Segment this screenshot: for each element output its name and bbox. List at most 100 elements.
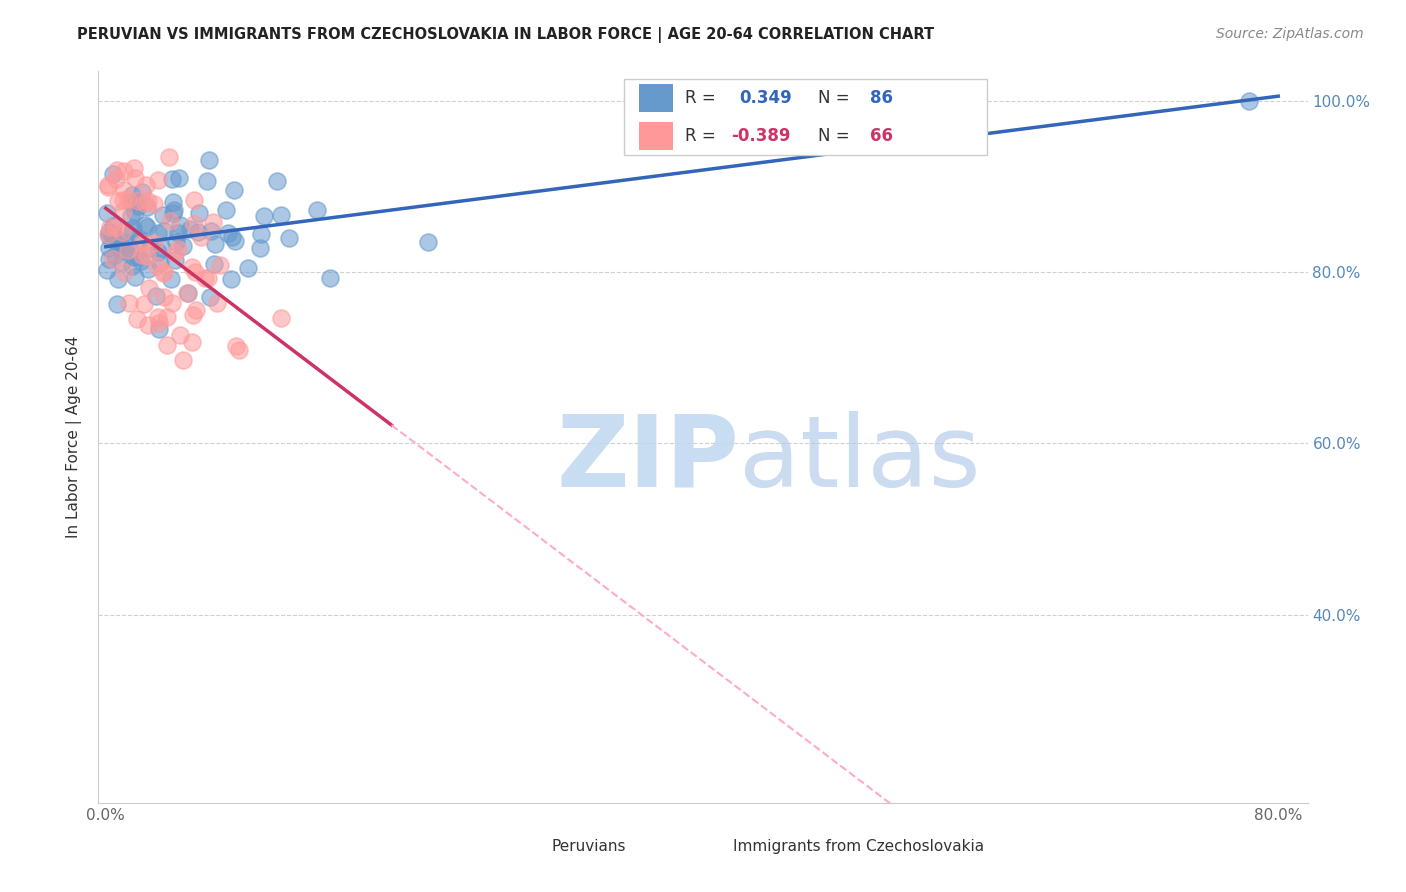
Point [101, 167, 124, 181]
Point [101, 252, 124, 266]
Point [104, 171, 127, 186]
Point [266, 174, 288, 188]
Point [222, 183, 245, 197]
Point [127, 194, 149, 208]
Point [197, 153, 219, 167]
Point [249, 241, 271, 255]
Point [121, 222, 143, 236]
Point [146, 310, 169, 325]
Point [148, 226, 170, 240]
Point [101, 227, 124, 242]
Point [117, 238, 139, 252]
Point [101, 219, 124, 233]
Point [131, 248, 153, 262]
Point [107, 194, 129, 208]
Point [112, 204, 135, 219]
Point [194, 271, 217, 285]
Point [118, 295, 141, 310]
Text: N =: N = [818, 89, 855, 107]
Point [127, 250, 149, 264]
Point [167, 243, 190, 257]
Point [205, 296, 228, 310]
Point [252, 209, 274, 223]
Point [111, 239, 134, 253]
Point [162, 171, 184, 186]
Point [163, 246, 186, 260]
Text: ZIP: ZIP [557, 410, 740, 508]
Point [148, 322, 170, 336]
Point [120, 209, 142, 223]
Bar [522, 836, 546, 858]
Point [188, 206, 211, 220]
Point [121, 188, 143, 202]
Point [197, 271, 219, 285]
Point [125, 311, 148, 326]
Point [142, 197, 165, 211]
Point [183, 193, 205, 207]
Point [138, 261, 160, 276]
Point [124, 269, 146, 284]
Point [201, 214, 224, 228]
Point [169, 218, 191, 232]
Point [152, 290, 174, 304]
Point [97, 178, 120, 192]
Point [219, 272, 242, 286]
Point [107, 272, 129, 286]
Point [135, 178, 157, 192]
Point [183, 217, 205, 231]
Point [129, 254, 152, 268]
Point [105, 219, 128, 234]
Point [121, 194, 143, 209]
Point [112, 183, 135, 197]
Point [97, 227, 120, 241]
Point [221, 230, 243, 244]
Text: 0.349: 0.349 [740, 89, 792, 107]
Point [135, 249, 157, 263]
Text: Immigrants from Czechoslovakia: Immigrants from Czechoslovakia [734, 839, 984, 855]
Point [129, 232, 152, 246]
Point [136, 220, 159, 235]
Point [165, 235, 187, 249]
Point [108, 239, 131, 253]
Point [112, 163, 135, 178]
Point [112, 264, 135, 278]
Point [112, 244, 135, 258]
Point [146, 259, 169, 273]
Point [136, 194, 159, 209]
Point [122, 220, 145, 235]
Point [179, 222, 201, 236]
Point [224, 234, 246, 248]
Point [136, 318, 159, 333]
Point [98, 220, 121, 235]
FancyBboxPatch shape [624, 78, 987, 155]
Point [172, 352, 194, 367]
Point [117, 192, 139, 206]
Point [165, 253, 187, 268]
Point [202, 257, 225, 271]
Point [131, 186, 153, 200]
Point [97, 241, 120, 255]
Point [214, 203, 236, 218]
Point [153, 224, 176, 238]
Point [97, 179, 120, 194]
Point [319, 270, 342, 285]
Point [270, 209, 292, 223]
Point [96, 263, 118, 277]
Text: 86: 86 [870, 89, 893, 107]
Bar [638, 122, 673, 150]
Point [200, 224, 222, 238]
Point [115, 236, 138, 251]
Point [105, 163, 128, 178]
Point [104, 248, 127, 262]
Point [122, 161, 145, 176]
Point [134, 297, 156, 311]
Point [208, 258, 231, 272]
Point [169, 170, 191, 185]
Point [277, 230, 299, 244]
Point [186, 303, 208, 318]
Point [238, 260, 260, 275]
Point [250, 227, 273, 241]
Point [159, 214, 181, 228]
Point [111, 193, 134, 207]
Point [270, 311, 292, 326]
